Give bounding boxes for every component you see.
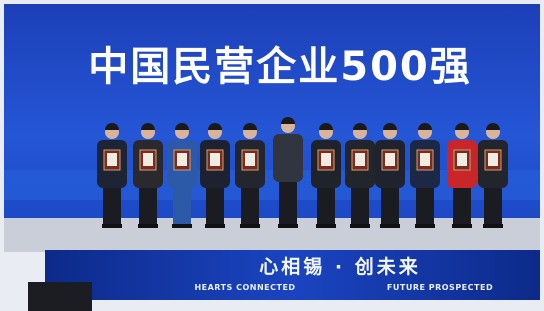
plaque-face	[457, 153, 467, 166]
person-body	[273, 134, 303, 182]
plaque-face	[385, 153, 395, 166]
banner-caption: FUTURE PROSPECTED	[387, 283, 493, 292]
plaque-face	[107, 153, 117, 166]
person-shoes	[380, 224, 400, 228]
plaque-face	[245, 153, 255, 166]
person-shoes	[483, 224, 503, 228]
person-shoes	[172, 224, 192, 228]
plaque-face	[143, 153, 153, 166]
person-shoes	[240, 224, 260, 228]
person-shoes	[102, 224, 122, 228]
person-shoes	[415, 224, 435, 228]
plaque-face	[210, 153, 220, 166]
person-legs	[279, 180, 297, 226]
plaque-face	[355, 153, 365, 166]
plaque-face	[177, 153, 187, 166]
person-shoes	[452, 224, 472, 228]
person-shoes	[278, 224, 298, 228]
banner-slogan: 心相锡 · 创未来	[259, 255, 420, 278]
banner-caption: HEARTS CONNECTED	[194, 283, 295, 292]
speaker	[28, 282, 92, 311]
photo: 中国民营企业500强 心相锡 · 创未来 HEARTS CONNECTED FU…	[0, 0, 544, 311]
person-shoes	[316, 224, 336, 228]
plaque-face	[321, 153, 331, 166]
person-shoes	[205, 224, 225, 228]
screen-title: 中国民营企业500强	[88, 44, 472, 90]
plaque-face	[488, 153, 498, 166]
plaque-face	[420, 153, 430, 166]
person-shoes	[350, 224, 370, 228]
person-shoes	[138, 224, 158, 228]
